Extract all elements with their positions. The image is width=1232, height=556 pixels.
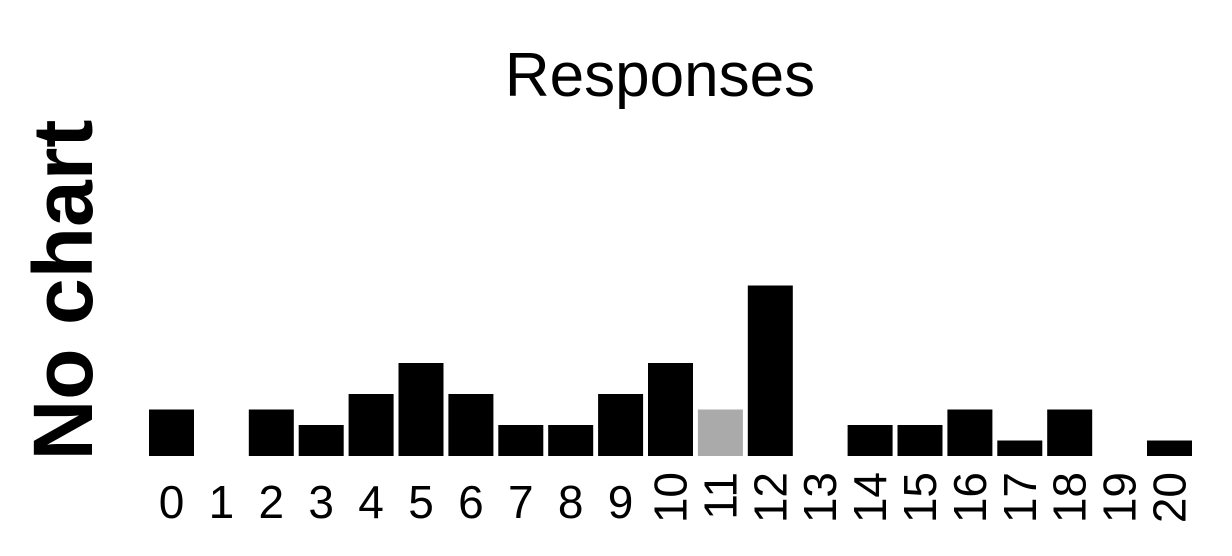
bar-2 xyxy=(248,409,294,456)
x-tick-label-13: 13 xyxy=(794,472,846,523)
bar-6 xyxy=(448,394,494,456)
x-tick-label-11: 11 xyxy=(694,472,746,520)
x-tick-label-18: 18 xyxy=(1044,472,1096,523)
bar-9 xyxy=(598,394,644,456)
x-tick-label-14: 14 xyxy=(844,472,896,523)
x-tick-label-10: 10 xyxy=(645,472,697,523)
x-tick-label-3: 3 xyxy=(308,476,334,528)
x-tick-label-9: 9 xyxy=(608,476,634,528)
chart-title: Responses xyxy=(505,41,815,110)
x-tick-label-2: 2 xyxy=(259,476,285,528)
x-tick-label-12: 12 xyxy=(744,472,796,523)
bar-12 xyxy=(747,285,793,456)
bar-0 xyxy=(149,409,194,456)
x-tick-label-16: 16 xyxy=(944,472,996,523)
x-tick-label-6: 6 xyxy=(458,476,484,528)
x-tick-label-19: 19 xyxy=(1094,472,1146,523)
x-tick-label-20: 20 xyxy=(1144,472,1196,523)
bar-18 xyxy=(1047,409,1093,456)
bar-10 xyxy=(648,363,693,456)
bar-5 xyxy=(398,363,444,456)
x-tick-label-1: 1 xyxy=(209,476,235,528)
bar-20 xyxy=(1147,440,1192,456)
bar-11 xyxy=(697,409,743,456)
bar-16 xyxy=(947,409,993,456)
x-tick-label-8: 8 xyxy=(558,476,584,528)
bar-17 xyxy=(997,440,1043,456)
x-tick-label-0: 0 xyxy=(159,476,185,528)
x-tick-label-7: 7 xyxy=(508,476,534,528)
x-tick-label-17: 17 xyxy=(994,472,1046,523)
bar-3 xyxy=(298,425,344,456)
x-tick-label-15: 15 xyxy=(894,472,946,523)
bar-8 xyxy=(548,425,594,456)
bar-7 xyxy=(498,425,544,456)
bar-14 xyxy=(847,425,893,456)
bar-15 xyxy=(897,425,943,456)
y-axis-label: No chart xyxy=(16,120,110,461)
x-tick-label-5: 5 xyxy=(408,476,434,528)
bar-4 xyxy=(348,394,394,456)
x-tick-label-4: 4 xyxy=(358,476,384,528)
bars-group xyxy=(149,285,1192,456)
